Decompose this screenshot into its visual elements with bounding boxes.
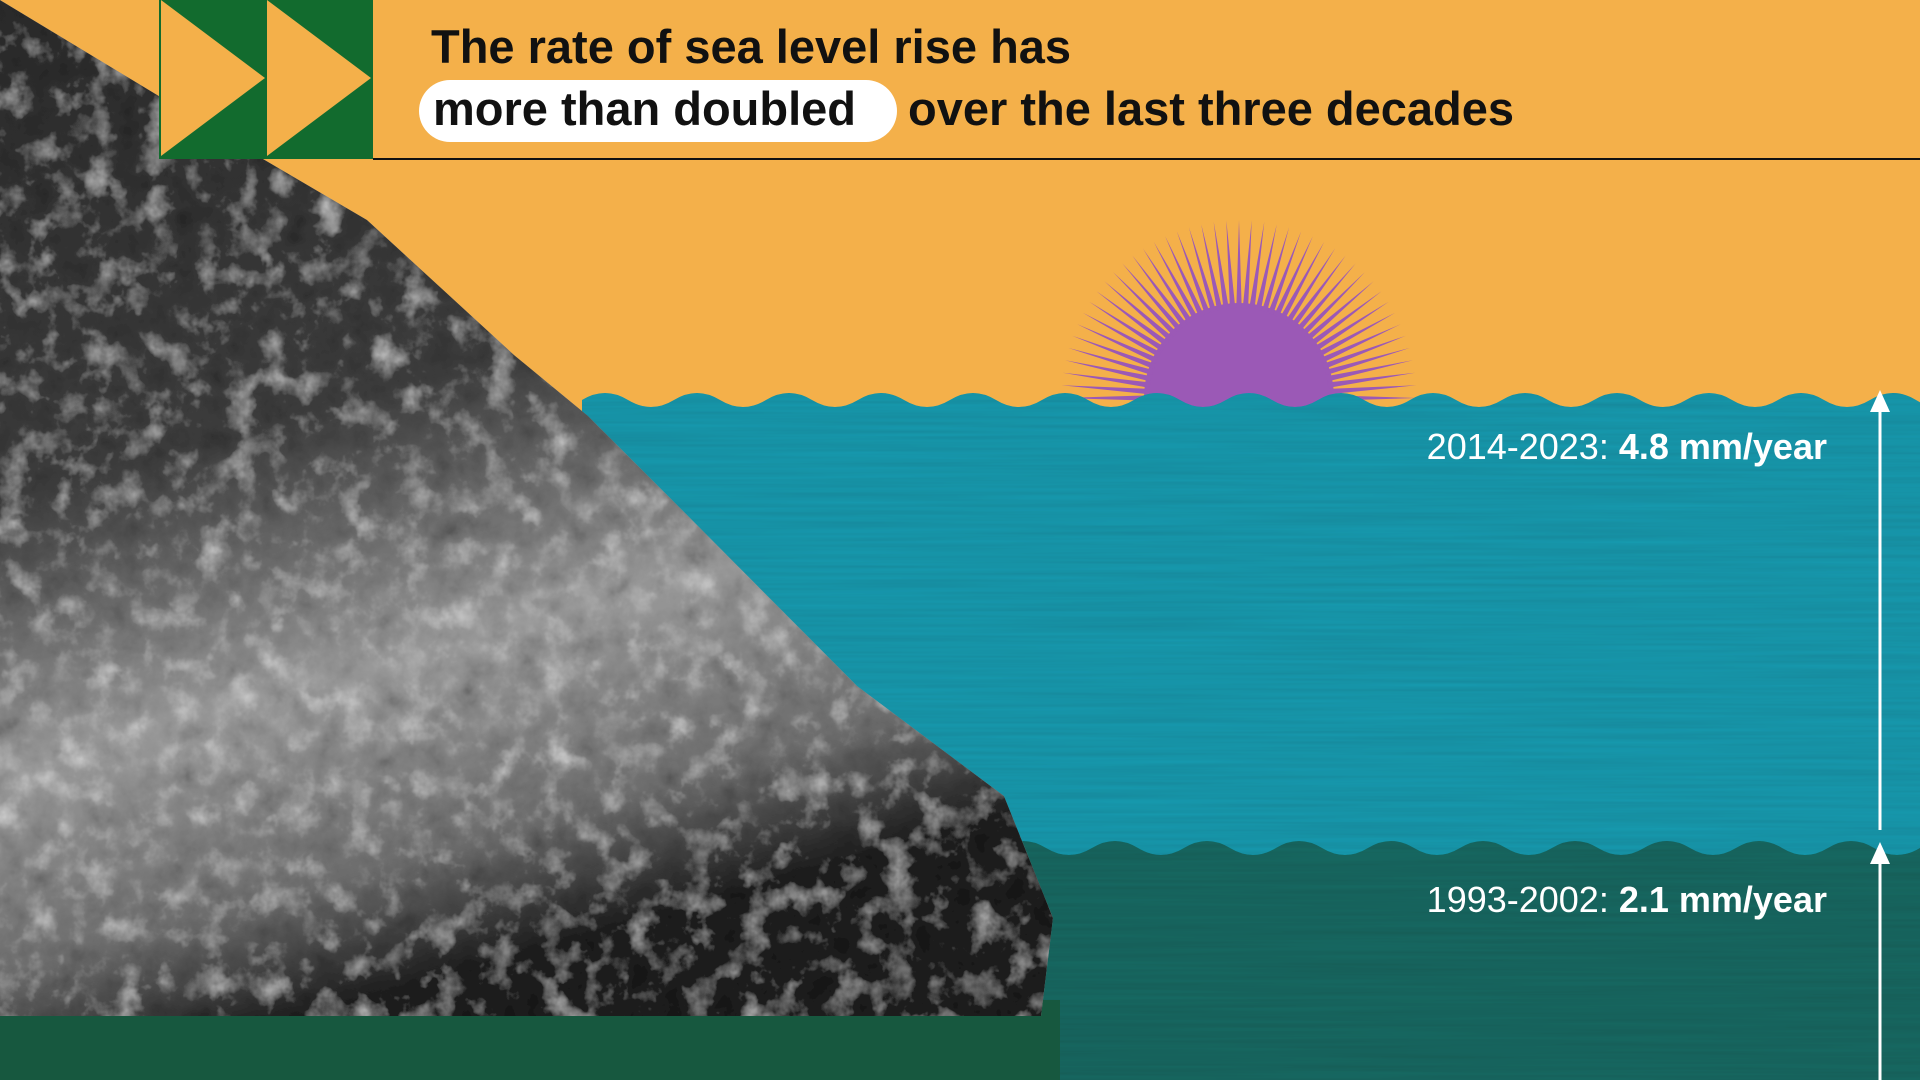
sun-ray bbox=[1255, 224, 1277, 311]
period-rate: 2.1 mm/year bbox=[1619, 879, 1827, 920]
highlight-pill bbox=[419, 80, 897, 142]
period-label: 1993-2002: 2.1 mm/year bbox=[1427, 879, 1827, 920]
sun-ray bbox=[1213, 221, 1229, 310]
sun-ray bbox=[1096, 291, 1169, 347]
sun-ray bbox=[1327, 372, 1416, 388]
sun-ray bbox=[1322, 335, 1406, 370]
sun-ray bbox=[1249, 221, 1265, 310]
arrow-head bbox=[1870, 842, 1890, 864]
sun-ray bbox=[1142, 248, 1193, 324]
sun-ray bbox=[1188, 227, 1217, 313]
sun-ray bbox=[1176, 231, 1211, 315]
sun-ray bbox=[1328, 385, 1417, 395]
rock-island bbox=[0, 0, 1053, 1016]
sun-ray bbox=[1132, 255, 1188, 328]
sun-ray bbox=[1313, 301, 1389, 352]
sun-ray bbox=[1273, 236, 1313, 318]
sun-ray bbox=[1326, 360, 1413, 382]
title-line: over the last three decades bbox=[908, 82, 1514, 135]
sun-ray bbox=[1226, 220, 1236, 309]
sun-ray bbox=[1285, 248, 1336, 324]
sun-ray bbox=[1113, 272, 1178, 337]
sun-ray bbox=[1316, 312, 1396, 358]
title-line: The rate of sea level rise has bbox=[431, 20, 1071, 73]
period-rate: 4.8 mm/year bbox=[1619, 426, 1827, 467]
logo-arrow bbox=[267, 0, 371, 156]
period-years: 2014-2023: bbox=[1427, 426, 1609, 467]
sun-ray bbox=[1061, 395, 1149, 401]
arrows bbox=[1870, 390, 1890, 1080]
title-highlight: more than doubled bbox=[433, 82, 856, 135]
sun-ray bbox=[1324, 347, 1410, 376]
sun-ray bbox=[1201, 224, 1223, 311]
sun-ray bbox=[1062, 372, 1151, 388]
sea-past bbox=[1000, 841, 1920, 1080]
sun-ray bbox=[1305, 281, 1374, 342]
sun-ray bbox=[1295, 263, 1356, 332]
sun-ray bbox=[1068, 347, 1154, 376]
period-years: 1993-2002: bbox=[1427, 879, 1609, 920]
sun-ray bbox=[1319, 324, 1401, 364]
arrow-head bbox=[1870, 390, 1890, 412]
sun-ray bbox=[1061, 385, 1150, 395]
sun-ray bbox=[1072, 335, 1156, 370]
sun-ray bbox=[1065, 360, 1152, 382]
sun-ray bbox=[1279, 241, 1325, 321]
sun-ray bbox=[1165, 236, 1205, 318]
sun-ray bbox=[1290, 255, 1346, 328]
sun-ray bbox=[1077, 324, 1159, 364]
sun-ray bbox=[1261, 227, 1290, 313]
sun-ray bbox=[1309, 291, 1382, 347]
sun-ray bbox=[1236, 220, 1242, 308]
logo-arrow bbox=[161, 0, 265, 156]
sun-ray bbox=[1082, 312, 1162, 358]
sun-ray bbox=[1153, 241, 1199, 321]
sun-ray bbox=[1300, 272, 1365, 337]
sun-ray bbox=[1104, 281, 1173, 342]
sun-ray bbox=[1242, 220, 1252, 309]
sun-ray bbox=[1267, 231, 1302, 315]
sun-ray bbox=[1122, 263, 1183, 332]
sun-ray bbox=[1089, 301, 1165, 352]
period-label: 2014-2023: 4.8 mm/year bbox=[1427, 426, 1827, 467]
